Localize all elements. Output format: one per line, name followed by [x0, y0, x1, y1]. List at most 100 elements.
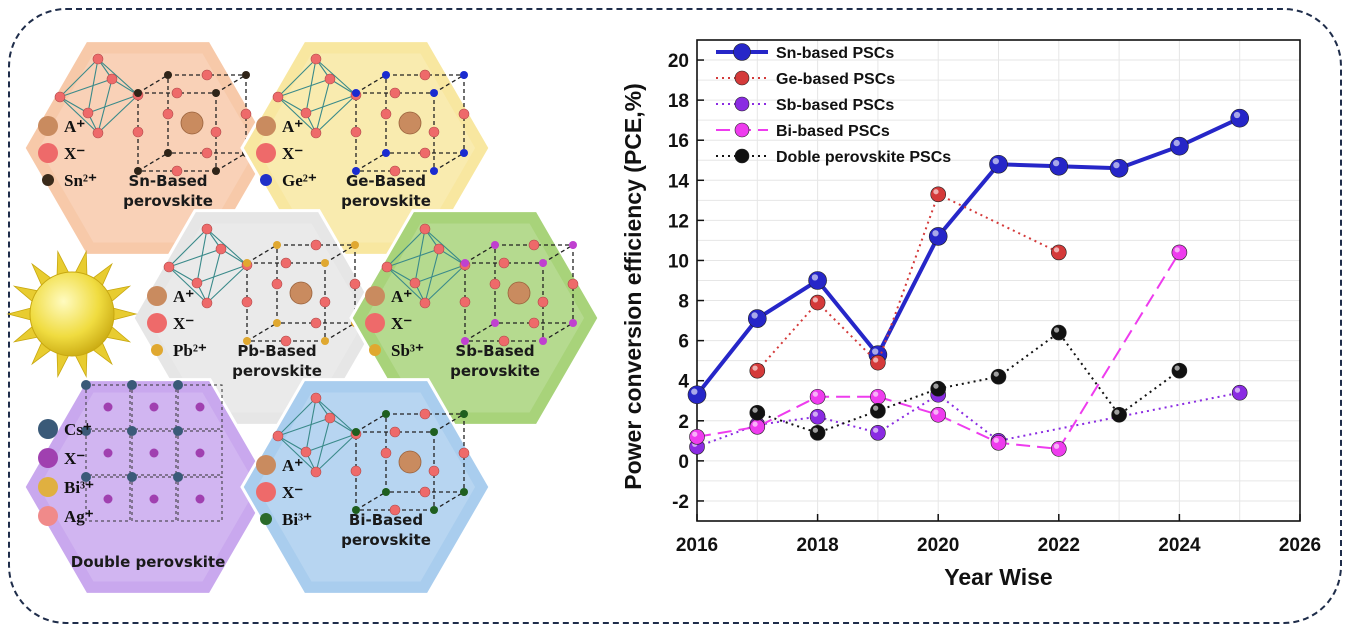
key-label-bi-0: A⁺: [282, 456, 303, 475]
octahedron-bond: [97, 58, 139, 96]
b-cation-atom: [212, 167, 220, 175]
octahedron-bond: [168, 228, 208, 268]
y-tick-label: 16: [668, 131, 689, 152]
halide-atom: [272, 430, 284, 442]
halide-atom: [300, 446, 312, 458]
key-swatch-bi-0: [256, 455, 276, 475]
b-cation-atom: [164, 71, 172, 79]
series-point-highlight: [993, 371, 999, 377]
legend-marker-0: [733, 43, 751, 61]
series-point-1: [930, 186, 947, 203]
cs-atom: [127, 380, 137, 390]
legend-marker-2: [734, 96, 750, 112]
b-cation-atom: [382, 149, 390, 157]
lattice-cell: [131, 476, 177, 522]
hexagon-pb-shade: [147, 223, 367, 413]
series-point-highlight: [812, 427, 818, 433]
halide-atom: [419, 223, 431, 235]
b-cation-atom: [164, 149, 172, 157]
lattice-edge: [246, 244, 278, 264]
key-label-double-3: Ag⁺: [64, 507, 94, 526]
b-cation-atom: [491, 319, 499, 327]
octahedron-bond: [168, 266, 208, 304]
halide-atom: [201, 297, 213, 309]
a-cation-atom: [180, 111, 204, 135]
series-point-4: [1051, 324, 1067, 341]
x-tick-label: 2016: [676, 535, 718, 556]
key-label-double-1: X⁻: [64, 449, 85, 468]
b-cation-atom: [134, 167, 142, 175]
key-swatch-double-0: [38, 419, 58, 439]
hexagon-sb-title-1: perovskite: [450, 362, 540, 380]
series-point-highlight: [1114, 409, 1120, 415]
series-layer: [687, 108, 1249, 457]
series-point-highlight: [752, 407, 758, 413]
series-point-3: [1171, 244, 1188, 261]
b-cation-atom: [382, 410, 390, 418]
series-point-3: [689, 429, 705, 445]
series-point-4: [1111, 406, 1127, 423]
halide-atom: [419, 297, 431, 309]
halide-atom: [215, 243, 227, 255]
y-tick-label: 18: [668, 91, 689, 112]
lattice-edge: [433, 491, 465, 511]
halide-atom: [498, 257, 510, 269]
halide-atom: [210, 126, 222, 138]
b-cation-atom: [351, 241, 359, 249]
series-point-highlight: [993, 437, 999, 443]
b-cation-atom: [491, 241, 499, 249]
hexagon-sb-shade: [365, 223, 585, 413]
halide-atom: [389, 504, 401, 516]
x-axis-label: Year Wise: [944, 564, 1052, 590]
halide-atom: [419, 69, 431, 81]
series-point-highlight: [812, 297, 818, 303]
a-cation-atom: [398, 450, 422, 474]
lattice-edge: [355, 74, 387, 94]
series-point-4: [809, 425, 826, 441]
series-point-2: [809, 408, 826, 425]
series-point-0: [989, 154, 1008, 174]
y-tick-label: 0: [678, 452, 689, 473]
hexagon-bi: A⁺ X⁻ Bi³⁺ Bi-Based perovskite: [240, 378, 492, 596]
halide-atom: [300, 107, 312, 119]
octahedron-bond: [87, 94, 139, 114]
series-point-highlight: [1052, 159, 1060, 167]
series-point-0: [928, 227, 948, 246]
halide-atom: [350, 465, 362, 477]
b-cation-atom: [352, 167, 360, 175]
lattice-edge: [433, 152, 465, 172]
series-point-highlight: [1113, 161, 1120, 169]
halide-atom: [195, 402, 205, 412]
legend-label-1: Ge-based PSCs: [776, 71, 895, 88]
key-label-bi-1: X⁻: [282, 483, 303, 502]
octahedron-bond: [59, 78, 113, 98]
key-swatch-ge-2: [260, 174, 272, 186]
octahedron-bond: [277, 96, 317, 134]
key-swatch-bi-2: [260, 513, 272, 525]
hexagon-sb-title-0: Sb-Based: [455, 342, 534, 360]
key-label-bi-2: Bi³⁺: [282, 510, 312, 529]
series-point-highlight: [691, 388, 698, 395]
octahedron-bond: [305, 94, 357, 114]
hexagon-sn-title-0: Sn-Based: [128, 172, 207, 190]
b-cation-atom: [569, 319, 577, 327]
chart-legend: Sn-based PSCs Ge-based PSCs Sb-based PSCs B…: [716, 43, 951, 166]
perovskite-illustration: A⁺ X⁻ Sn²⁺ Sn-Based perovskite A⁺ X⁻ Ge²⁺ Ge-Bas…: [22, 39, 601, 596]
halide-atom: [240, 108, 252, 120]
halide-atom: [272, 91, 284, 103]
lattice-edge: [464, 244, 496, 264]
series-point-highlight: [873, 405, 879, 411]
series-1: [749, 186, 1067, 379]
halide-atom: [310, 466, 322, 478]
halide-atom: [171, 165, 183, 177]
key-label-sb-2: Sb³⁺: [391, 341, 424, 360]
series-point-2: [1231, 384, 1248, 401]
octahedron-bond: [424, 248, 440, 304]
halide-atom: [82, 107, 94, 119]
hexagon-bi-shade: [256, 392, 476, 582]
y-tick-label: 12: [668, 211, 689, 232]
halide-atom: [489, 278, 501, 290]
octahedron-bond: [97, 94, 139, 134]
key-label-sb-0: A⁺: [391, 287, 412, 306]
b-cation-atom: [460, 488, 468, 496]
